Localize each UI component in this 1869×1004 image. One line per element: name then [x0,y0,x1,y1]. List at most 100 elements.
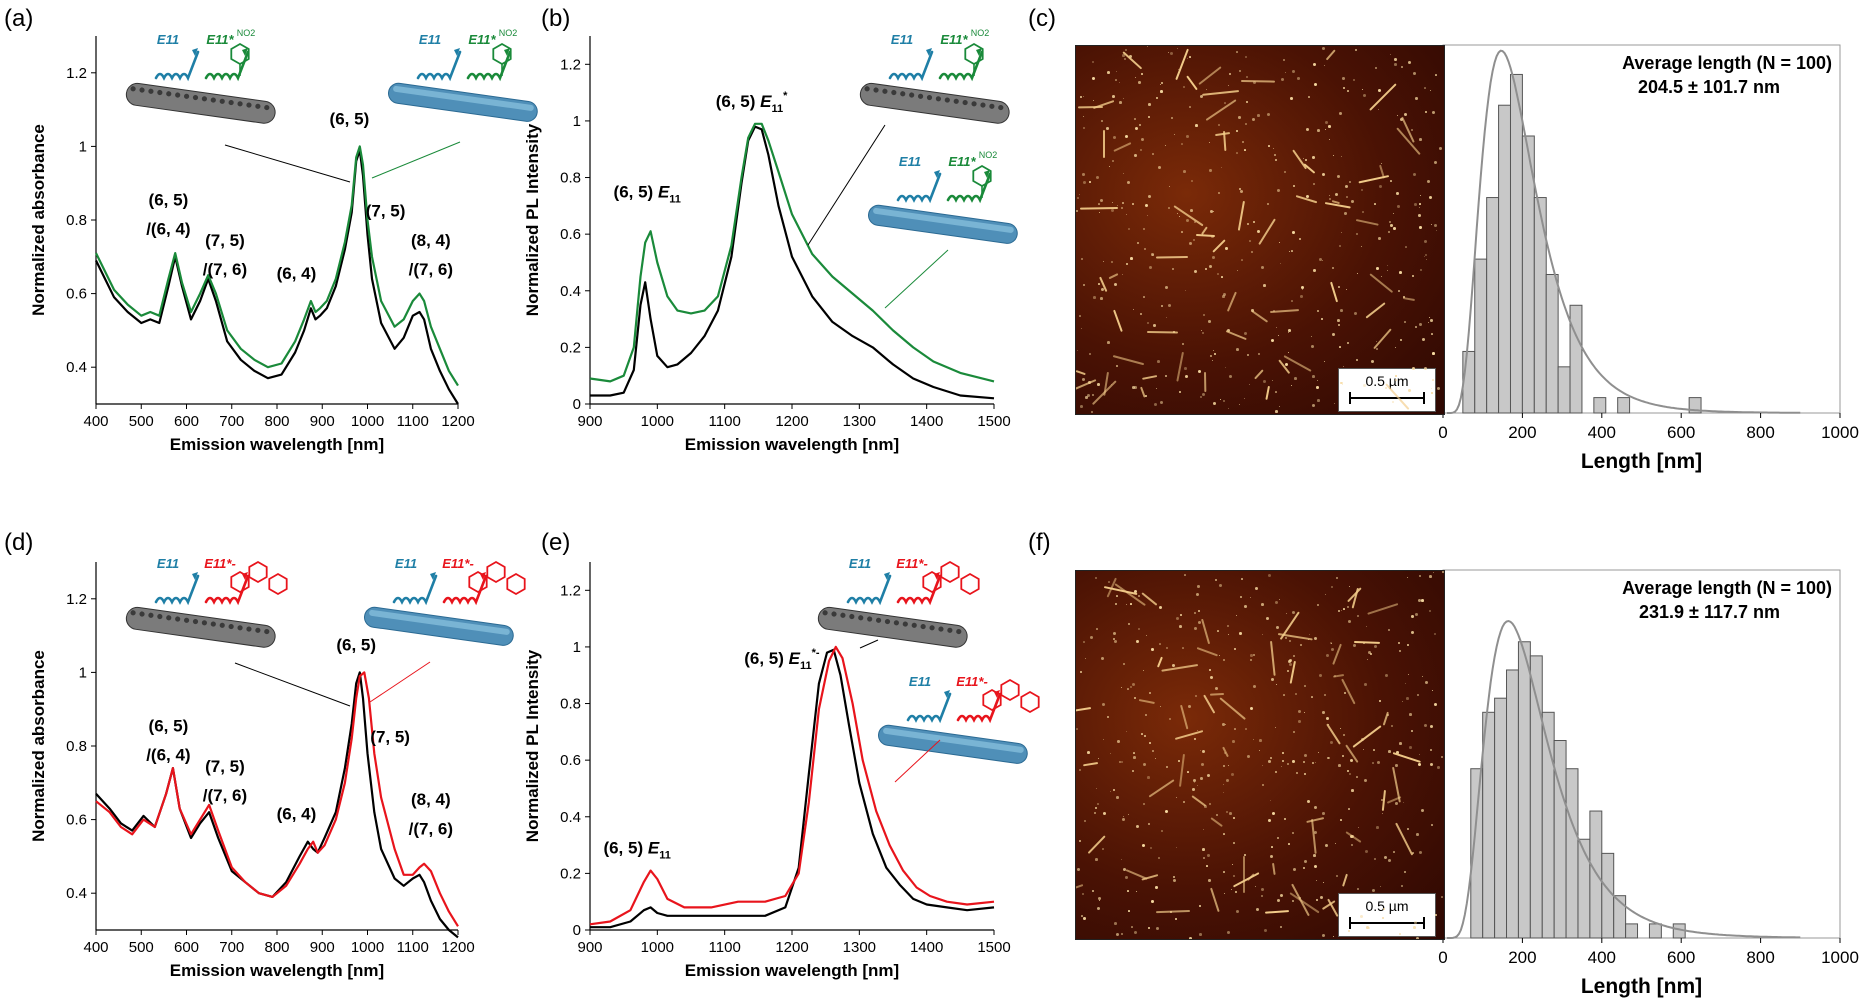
x-tick-label: 1300 [843,413,876,430]
peak-annotation: (7, 5) [366,201,406,220]
x-tick-label: 0 [1438,423,1447,442]
e11-emission-arrow-b1-head [926,48,932,56]
nanotube-atom [917,93,924,99]
nanotube-atom [840,612,846,618]
x-axis-title: Emission wavelength [nm] [685,961,899,980]
nanotube-atom [911,622,917,628]
legend-title: Average length (N = 100) [1622,53,1832,73]
x-tick-label: 0 [1438,948,1447,967]
leader-line [884,249,949,309]
y-tick-label: 1 [79,138,87,155]
x-tick-label: 900 [577,413,602,430]
x-tick-label: 500 [129,939,154,956]
peak-annotation: (6, 5) [149,190,189,209]
benzene-ring-icon [230,42,250,66]
scale-bar-f: 0.5 µm [1338,893,1436,937]
e11-emission-arrow-a1-head [192,48,198,56]
y-tick-label: 1.2 [66,591,87,608]
nanotube-e2 [878,724,1028,764]
x-tick-label: 1500 [977,939,1010,956]
defect-emission-arrow-d1 [204,574,250,606]
leader-line [369,661,431,703]
y-tick-label: 0.8 [66,212,87,229]
nanotube-atom [139,611,145,617]
x-tick-label: 1400 [910,413,943,430]
histogram-bar [1565,768,1579,939]
nanotube-atom [875,617,882,623]
nanotube-atom [858,615,864,621]
e11-emission-arrow-e1-head [884,572,890,580]
histogram-bar [1545,273,1559,414]
e11-emission-arrow-a2 [416,50,462,82]
nanotube-atom [989,103,995,109]
e11-emission-arrow-b2-head [934,170,940,178]
nanotube-atom [264,628,270,635]
y-tick-label: 0.8 [560,170,581,187]
legend-title: Average length (N = 100) [1622,578,1832,598]
y-tick-label: 0.2 [560,865,581,882]
fit-curve [1447,49,1801,414]
defect-emission-arrow-a1 [204,50,250,82]
e11-emission-arrow-a1 [154,50,200,82]
y-tick-label: 0.6 [66,812,87,829]
nanotube-body [859,82,1010,124]
nanotube-atom [864,86,870,92]
nanotube-atom [201,620,208,626]
peak-annotation: (6, 4) [277,805,317,824]
nanotube-atom [237,625,243,631]
scale-bar-c: 0.5 µm [1338,368,1436,412]
nanotube-atom [873,87,879,93]
nanotube-atom [157,89,163,96]
defect-inset-label-a1: E11* [206,32,234,47]
histogram-bar [1509,73,1523,414]
x-tick-label: 400 [83,939,108,956]
histogram-bar [1506,669,1519,939]
e11-emission-arrow-b2 [896,172,942,204]
panel-label-b: (b) [541,5,570,32]
e11-emission-arrow-e2-head [944,690,950,698]
e11-emission-arrow-d2 [392,574,438,606]
y-axis-title: Normalized absorbance [29,650,48,842]
leader-line [807,124,886,246]
nanotube-atom [264,104,270,111]
panel-d: 400 500 600 700 800 900 1000 1100 1200 0.4 0.6 0.8 1… [29,556,526,980]
x-axis-title: Emission wavelength [nm] [170,435,384,454]
y-tick-label: 0.4 [560,283,581,300]
leader-line [894,739,941,783]
nanotube-atom [849,613,855,620]
peak-annotation: (6, 5) E11 [603,839,670,862]
nanotube-atom [935,96,942,102]
histogram-bar [1688,397,1702,414]
x-axis-title: Length [nm] [1581,975,1702,998]
no2-label: NO2 [979,150,998,160]
panel-c: 0 200 400 600 800 1000 Length [nm] Average leng… [1438,44,1859,473]
y-tick-label: 0.4 [560,809,581,826]
nanotube-atom [980,102,986,108]
x-tick-label: 1400 [910,939,943,956]
nanotube-atom [962,99,968,106]
x-tick-label: 600 [174,413,199,430]
e11-inset-label-b2: E11 [899,154,921,169]
peak-annotation: (6, 4) [277,264,317,283]
peak-annotation: /(6, 4) [146,220,190,239]
panel-b: 900 1000 1100 1200 1300 1400 1500 0 0.2 0.4 0.6 0.8… [523,28,1018,454]
x-tick-label: 1000 [641,939,674,956]
benzene-ring-icon [1020,690,1040,714]
scale-bar-label-f: 0.5 µm [1365,898,1409,914]
nanotube-atom [255,627,261,633]
x-tick-label: 600 [174,939,199,956]
nanotube-atom [219,98,225,104]
x-tick-label: 400 [1588,948,1616,967]
nanotube-atom [192,618,199,625]
nanotube-atom [255,103,261,109]
nanotube-atom [947,627,953,633]
y-tick-label: 0 [573,396,581,413]
nanotube-b1 [859,82,1010,124]
x-tick-label: 200 [1508,948,1536,967]
histogram-bar [1577,838,1591,939]
x-tick-label: 1100 [397,939,429,956]
series-line-black [590,125,995,400]
peak-annotation: (6, 5) [149,716,189,735]
peak-annotation: /(7, 6) [203,786,247,805]
x-tick-label: 900 [310,413,335,430]
